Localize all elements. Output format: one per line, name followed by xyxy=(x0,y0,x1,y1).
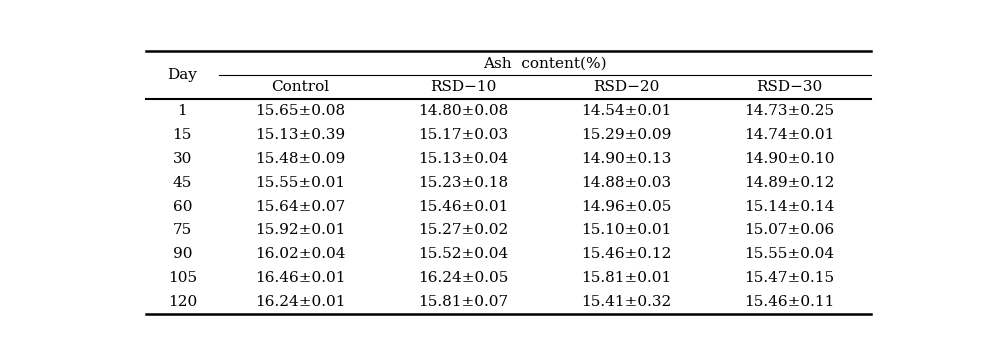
Text: Day: Day xyxy=(167,68,197,82)
Text: 14.74±0.01: 14.74±0.01 xyxy=(745,128,835,142)
Text: 14.88±0.03: 14.88±0.03 xyxy=(581,176,672,190)
Text: 120: 120 xyxy=(167,295,197,309)
Text: 15.14±0.14: 15.14±0.14 xyxy=(745,200,835,214)
Text: 15.46±0.12: 15.46±0.12 xyxy=(581,247,672,261)
Text: Ash  content(%): Ash content(%) xyxy=(483,56,607,70)
Text: Control: Control xyxy=(271,80,329,94)
Text: 16.46±0.01: 16.46±0.01 xyxy=(255,271,346,285)
Text: 15.52±0.04: 15.52±0.04 xyxy=(419,247,508,261)
Text: 15.64±0.07: 15.64±0.07 xyxy=(255,200,346,214)
Text: 16.24±0.01: 16.24±0.01 xyxy=(255,295,346,309)
Text: 15: 15 xyxy=(172,128,192,142)
Text: 15.55±0.01: 15.55±0.01 xyxy=(255,176,345,190)
Text: 30: 30 xyxy=(172,152,192,166)
Text: 14.90±0.10: 14.90±0.10 xyxy=(745,152,835,166)
Text: 16.24±0.05: 16.24±0.05 xyxy=(418,271,508,285)
Text: 15.27±0.02: 15.27±0.02 xyxy=(419,223,508,237)
Text: 15.29±0.09: 15.29±0.09 xyxy=(581,128,672,142)
Text: 45: 45 xyxy=(172,176,192,190)
Text: RSD−30: RSD−30 xyxy=(756,80,822,94)
Text: 90: 90 xyxy=(172,247,192,261)
Text: 75: 75 xyxy=(172,223,192,237)
Text: 15.17±0.03: 15.17±0.03 xyxy=(419,128,508,142)
Text: 15.48±0.09: 15.48±0.09 xyxy=(255,152,346,166)
Text: 15.46±0.01: 15.46±0.01 xyxy=(418,200,508,214)
Text: 105: 105 xyxy=(167,271,197,285)
Text: 15.92±0.01: 15.92±0.01 xyxy=(255,223,346,237)
Text: RSD−20: RSD−20 xyxy=(593,80,660,94)
Text: 15.47±0.15: 15.47±0.15 xyxy=(745,271,834,285)
Text: 15.41±0.32: 15.41±0.32 xyxy=(581,295,672,309)
Text: 14.96±0.05: 14.96±0.05 xyxy=(581,200,672,214)
Text: 15.13±0.04: 15.13±0.04 xyxy=(419,152,508,166)
Text: 60: 60 xyxy=(172,200,192,214)
Text: 14.90±0.13: 14.90±0.13 xyxy=(581,152,672,166)
Text: 1: 1 xyxy=(177,104,187,118)
Text: 15.81±0.07: 15.81±0.07 xyxy=(419,295,508,309)
Text: 15.07±0.06: 15.07±0.06 xyxy=(745,223,834,237)
Text: 15.81±0.01: 15.81±0.01 xyxy=(581,271,672,285)
Text: 15.10±0.01: 15.10±0.01 xyxy=(581,223,672,237)
Text: 14.80±0.08: 14.80±0.08 xyxy=(419,104,508,118)
Text: 15.13±0.39: 15.13±0.39 xyxy=(255,128,345,142)
Text: 16.02±0.04: 16.02±0.04 xyxy=(255,247,346,261)
Text: RSD−10: RSD−10 xyxy=(430,80,496,94)
Text: 14.73±0.25: 14.73±0.25 xyxy=(745,104,834,118)
Text: 14.54±0.01: 14.54±0.01 xyxy=(581,104,672,118)
Text: 15.23±0.18: 15.23±0.18 xyxy=(419,176,508,190)
Text: 15.55±0.04: 15.55±0.04 xyxy=(745,247,834,261)
Text: 15.65±0.08: 15.65±0.08 xyxy=(255,104,345,118)
Text: 15.46±0.11: 15.46±0.11 xyxy=(745,295,835,309)
Text: 14.89±0.12: 14.89±0.12 xyxy=(745,176,835,190)
